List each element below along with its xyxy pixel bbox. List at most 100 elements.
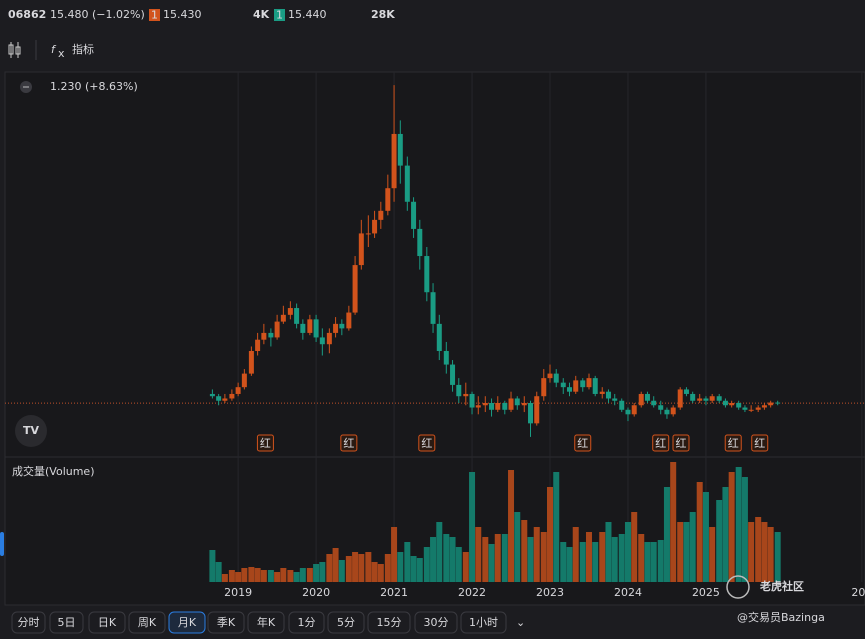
volume-bar	[313, 564, 320, 582]
volume-bar	[267, 570, 274, 582]
candle-body	[599, 391, 605, 394]
candle-body	[307, 319, 313, 333]
period-button[interactable]	[207, 611, 245, 634]
candle-body	[592, 378, 598, 394]
period-label: 月K	[178, 616, 197, 629]
volume-bar	[696, 482, 703, 582]
more-periods[interactable]: ⌄	[516, 616, 525, 629]
candle-body	[216, 396, 222, 401]
volume-bar	[514, 512, 521, 582]
volume-bar	[254, 568, 261, 582]
period-label: 日K	[98, 616, 117, 629]
volume-bar	[631, 512, 638, 582]
volume-bar	[605, 522, 612, 582]
candle-body	[358, 233, 364, 266]
candle-body	[482, 402, 488, 406]
volume-bar	[391, 527, 398, 582]
dividend-marker-label: 红	[421, 437, 432, 450]
candle-body	[658, 405, 664, 410]
dividend-marker[interactable]	[340, 434, 358, 452]
period-button[interactable]	[168, 611, 206, 634]
volume-bar	[235, 572, 242, 582]
period-label: 周K	[138, 616, 157, 629]
period-button[interactable]	[247, 611, 285, 634]
candle-body	[716, 396, 722, 401]
fx-icon[interactable]: f	[51, 43, 57, 56]
candle-body	[761, 405, 767, 408]
dividend-marker-label: 红	[655, 437, 666, 450]
period-button[interactable]	[288, 611, 325, 634]
dividend-marker[interactable]	[418, 434, 436, 452]
volume-bar	[650, 542, 657, 582]
volume-bar	[221, 574, 228, 582]
x-tick-label: 202	[851, 586, 865, 599]
volume-bar	[410, 556, 417, 582]
period-button[interactable]	[11, 611, 46, 634]
candle-body	[469, 393, 475, 408]
period-button[interactable]	[460, 611, 507, 634]
volume-bar	[702, 492, 709, 582]
volume-bar	[728, 472, 735, 582]
candle-body	[775, 402, 781, 404]
dividend-marker[interactable]	[724, 434, 742, 452]
volume-bar	[644, 542, 651, 582]
candle-body	[222, 398, 228, 401]
period-button[interactable]	[414, 611, 458, 634]
period-button[interactable]	[49, 611, 84, 634]
volume-bar	[338, 560, 345, 582]
volume-bar	[774, 532, 781, 582]
candle-body	[736, 402, 742, 408]
volume-bar	[274, 572, 281, 582]
candle-body	[294, 308, 300, 324]
indicator-button[interactable]: 指标	[72, 42, 94, 56]
dividend-marker[interactable]	[574, 434, 592, 452]
candle-body	[391, 133, 397, 189]
volume-bar	[423, 547, 430, 582]
volume-bar	[475, 527, 482, 582]
fx-icon-sub: x	[58, 47, 65, 60]
volume-bar	[618, 534, 625, 582]
candle-body	[475, 405, 481, 408]
candle-body	[463, 393, 469, 397]
volume-bar	[579, 542, 586, 582]
candle-body	[235, 387, 241, 394]
volume-bar	[657, 540, 664, 582]
period-button[interactable]	[367, 611, 411, 634]
candle-body	[229, 393, 235, 399]
candle-body	[612, 398, 618, 401]
period-button[interactable]	[128, 611, 166, 634]
candle-body	[631, 405, 637, 415]
candle-body	[644, 393, 650, 401]
candle-body	[502, 402, 508, 410]
period-label: 5分	[337, 616, 355, 629]
volume-bar	[430, 537, 437, 582]
dividend-marker[interactable]	[652, 434, 670, 452]
volume-bar	[521, 520, 528, 582]
volume-bar	[228, 570, 235, 582]
candle-body	[274, 321, 280, 338]
candle-body	[326, 332, 332, 345]
volume-bar	[215, 562, 222, 582]
candle-icon[interactable]	[8, 42, 21, 58]
volume-bar	[397, 552, 404, 582]
side-handle[interactable]	[0, 532, 4, 556]
volume-bar	[572, 527, 579, 582]
candle-body	[346, 312, 352, 329]
candle-body	[365, 233, 371, 235]
dividend-marker[interactable]	[256, 434, 274, 452]
volume-bar	[638, 534, 645, 582]
dividend-marker-label: 红	[260, 437, 271, 450]
volume-bar	[482, 537, 489, 582]
volume-bar	[741, 477, 748, 582]
candle-body	[287, 308, 293, 315]
candle-body	[729, 402, 735, 406]
dividend-marker[interactable]	[672, 434, 690, 452]
period-button[interactable]	[327, 611, 365, 634]
candle-body	[605, 391, 611, 399]
dividend-marker-label: 红	[728, 437, 739, 450]
period-button[interactable]	[88, 611, 126, 634]
volume-bar	[722, 487, 729, 582]
volume-bar	[624, 522, 631, 582]
volume-bar	[566, 547, 573, 582]
dividend-marker[interactable]	[751, 434, 769, 452]
